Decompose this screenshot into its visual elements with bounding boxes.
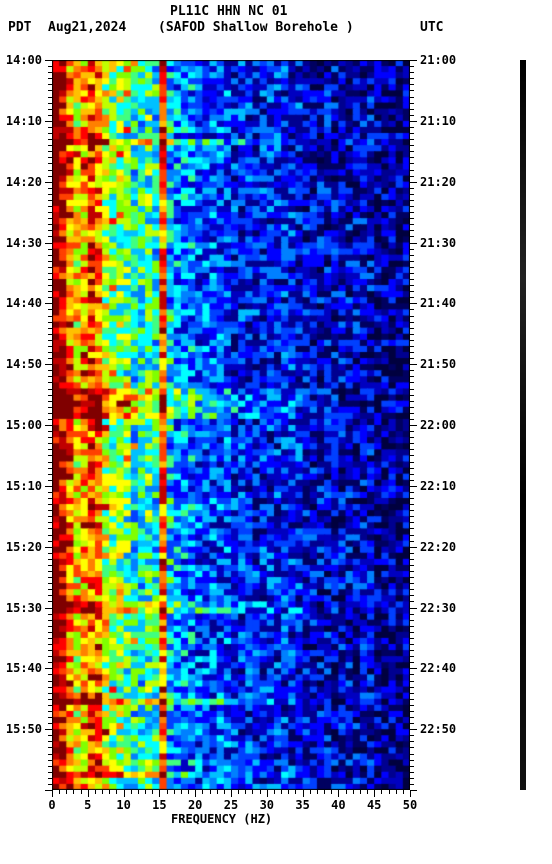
left-time-label: 15:20 [2, 540, 42, 554]
left-time-label: 15:30 [2, 601, 42, 615]
left-time-label: 15:00 [2, 418, 42, 432]
utc-label: UTC [420, 20, 443, 35]
left-time-label: 14:40 [2, 296, 42, 310]
freq-tick-label: 15 [147, 798, 171, 812]
right-time-label: 22:30 [420, 601, 456, 615]
right-time-label: 21:20 [420, 175, 456, 189]
right-time-label: 21:30 [420, 236, 456, 250]
left-time-label: 14:20 [2, 175, 42, 189]
title-main: PL11C HHN NC 01 [170, 4, 287, 19]
left-time-label: 14:00 [2, 53, 42, 67]
freq-tick-label: 30 [255, 798, 279, 812]
left-time-label: 15:10 [2, 479, 42, 493]
right-time-label: 22:40 [420, 661, 456, 675]
date-label: Aug21,2024 [48, 20, 126, 35]
left-time-label: 14:50 [2, 357, 42, 371]
freq-tick-label: 35 [291, 798, 315, 812]
freq-tick-label: 20 [183, 798, 207, 812]
right-time-label: 21:10 [420, 114, 456, 128]
right-time-label: 22:50 [420, 722, 456, 736]
freq-tick-label: 5 [76, 798, 100, 812]
left-time-label: 14:10 [2, 114, 42, 128]
pdt-label: PDT [8, 20, 31, 35]
right-time-label: 21:50 [420, 357, 456, 371]
right-time-label: 21:00 [420, 53, 456, 67]
freq-tick-label: 25 [219, 798, 243, 812]
freq-tick-label: 45 [362, 798, 386, 812]
freq-tick-label: 10 [112, 798, 136, 812]
right-time-label: 22:20 [420, 540, 456, 554]
right-time-label: 21:40 [420, 296, 456, 310]
left-time-label: 15:50 [2, 722, 42, 736]
right-time-label: 22:00 [420, 418, 456, 432]
freq-tick-label: 50 [398, 798, 422, 812]
x-axis-label: FREQUENCY (HZ) [171, 812, 272, 826]
amplitude-sidebar [520, 60, 526, 790]
station-label: (SAFOD Shallow Borehole ) [158, 20, 354, 35]
left-time-label: 15:40 [2, 661, 42, 675]
freq-tick-label: 0 [40, 798, 64, 812]
freq-tick-label: 40 [326, 798, 350, 812]
left-time-label: 14:30 [2, 236, 42, 250]
right-time-label: 22:10 [420, 479, 456, 493]
spectrogram-plot [52, 60, 410, 790]
